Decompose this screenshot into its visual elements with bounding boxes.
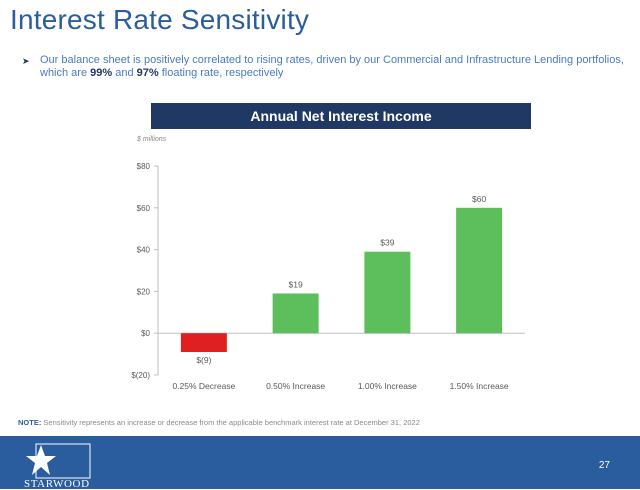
page-title: Interest Rate Sensitivity [10, 4, 310, 35]
summary-bullet: ➤ Our balance sheet is positively correl… [22, 54, 632, 80]
x-tick-label: 0.50% Increase [266, 381, 325, 391]
y-tick-label: $40 [137, 246, 151, 255]
bar [272, 293, 319, 334]
units-label: $ millions [137, 136, 167, 143]
y-tick-label: $20 [137, 287, 151, 296]
footnote: NOTE: Sensitivity represents an increase… [18, 418, 628, 427]
summary-text-part1: Our balance sheet is positively correlat… [40, 54, 624, 79]
y-tick-label: $0 [141, 329, 150, 338]
brand-wordmark: STARWOOD [24, 478, 90, 490]
x-tick-label: 1.50% Increase [450, 381, 509, 391]
bar [456, 207, 503, 334]
data-label: $39 [380, 238, 394, 248]
x-tick-label: 0.25% Decrease [172, 381, 235, 391]
summary-text-part2: and [112, 67, 137, 79]
note-text: Sensitivity represents an increase or de… [41, 418, 420, 427]
commercial-floating-pct: 99% [90, 67, 113, 79]
data-label: $19 [289, 279, 303, 289]
page-number: 27 [598, 460, 610, 471]
y-tick-label: $80 [137, 162, 151, 171]
bar-chart: $80 $60 $40 $20 $0 $(20) $(9) 0.25% Decrease $19… [131, 162, 525, 391]
starwood-star-logo-icon [26, 443, 91, 479]
data-label: $(9) [196, 355, 211, 365]
x-tick-label: 1.00% Increase [358, 381, 417, 391]
chart-title: Annual Net Interest Income [151, 103, 531, 129]
infrastructure-floating-pct: 97% [136, 67, 159, 79]
summary-text: Our balance sheet is positively correlat… [40, 54, 632, 80]
bar [180, 333, 227, 353]
bar [364, 251, 411, 334]
data-label: $60 [472, 194, 486, 204]
y-tick-label: $(20) [131, 371, 150, 380]
summary-text-part3: floating rate, respectively [158, 67, 284, 79]
y-tick-label: $60 [137, 204, 151, 213]
arrow-bullet-icon: ➤ [22, 56, 30, 66]
note-label: NOTE: [18, 418, 42, 427]
footer-bar: STARWOOD 27 [0, 436, 640, 490]
